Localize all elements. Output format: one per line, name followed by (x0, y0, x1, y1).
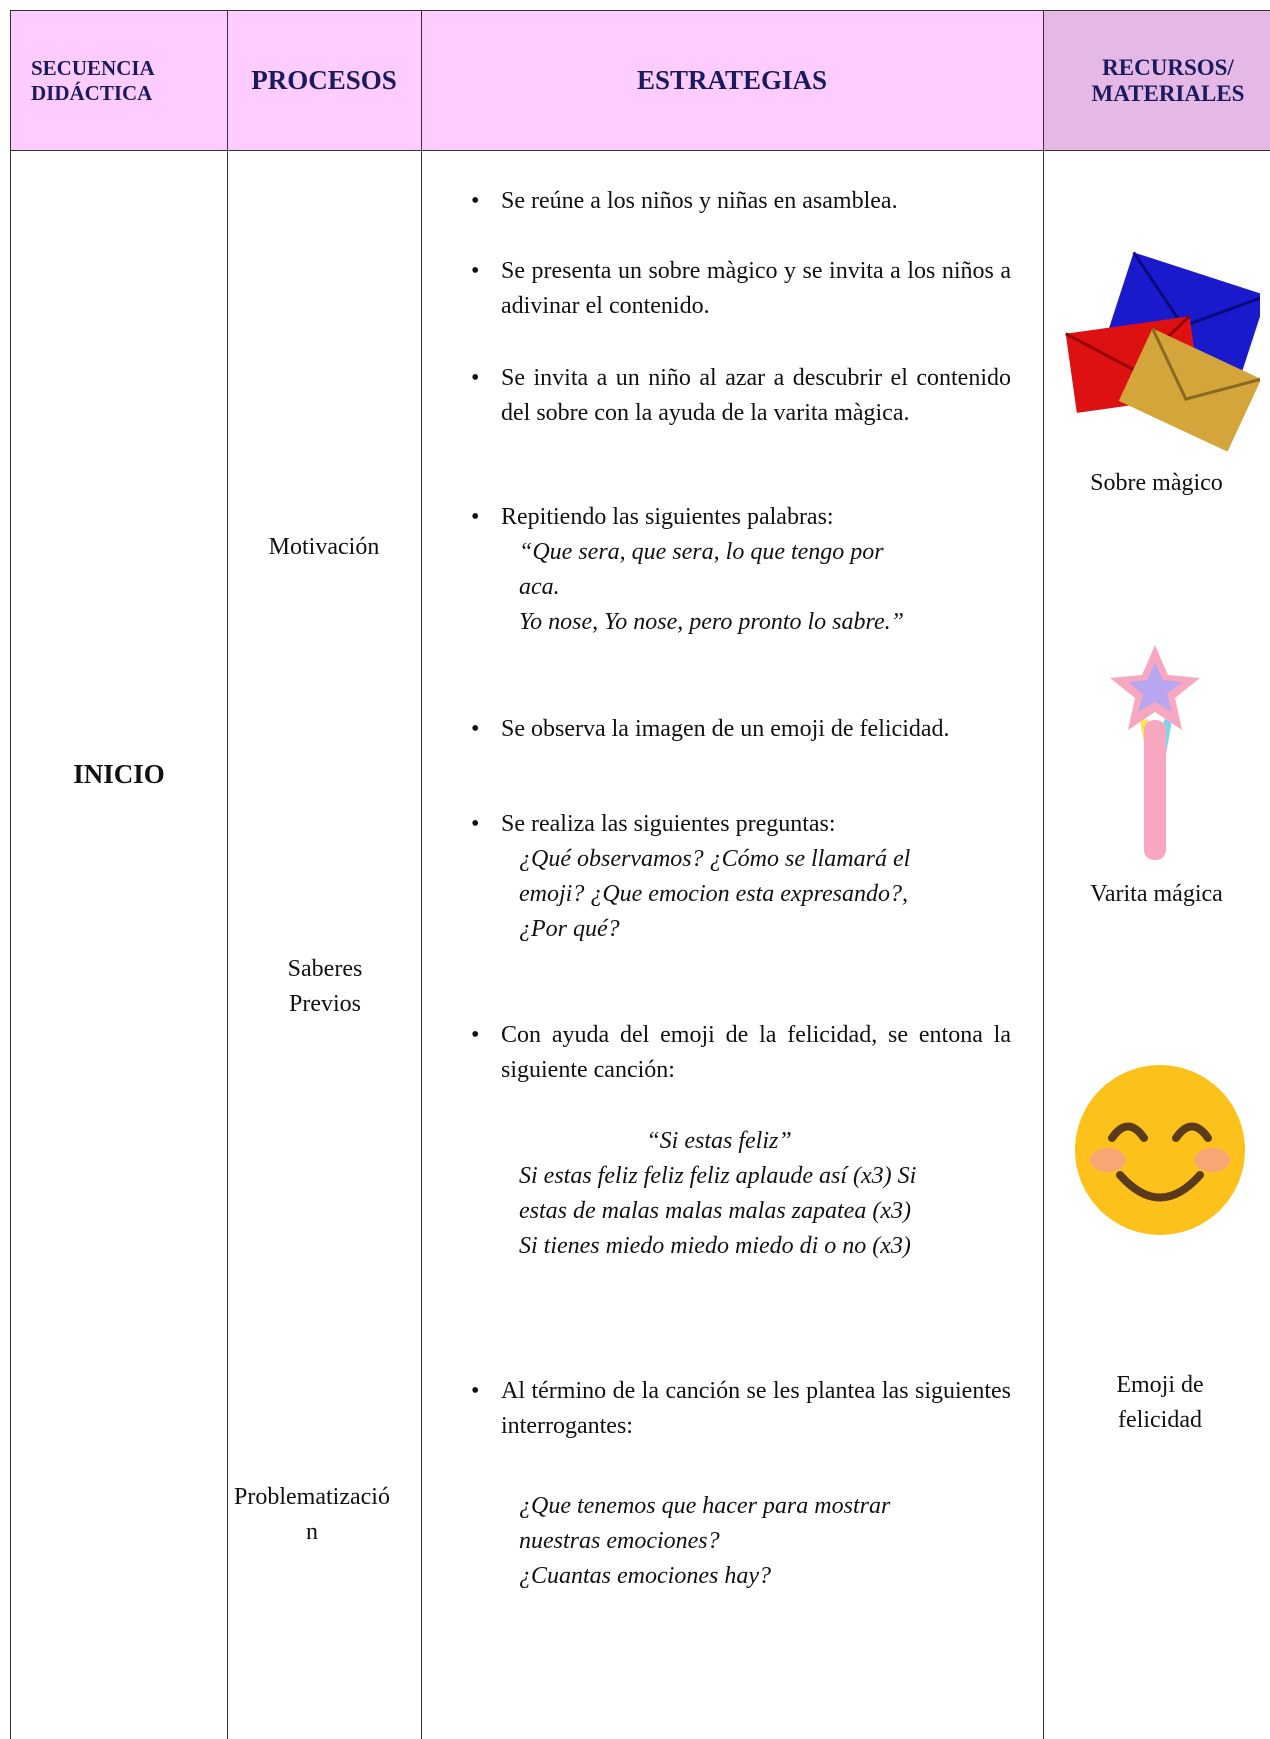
quote-line: ¿Cuantas emociones hay? (519, 1563, 771, 1589)
bullet: • (471, 188, 480, 214)
quote-line: “Que sera, que sera, lo que tengo por ac… (519, 539, 884, 600)
header-cell: SECUENCIA DIDÁCTICA (31, 55, 154, 105)
process: Problematización (234, 1484, 390, 1545)
emoji-image (1075, 1065, 1245, 1235)
border (421, 10, 422, 1739)
stage: INICIO (73, 759, 165, 789)
strategy-item: • Con ayuda del emoji de la felicidad, se… (471, 1018, 1011, 1264)
strategy-text: Repitiendo las siguientes palabras: (501, 504, 834, 530)
resource-label: Emoji de felicidad (1116, 1372, 1204, 1433)
strategy-item: • Se reúne a los niños y niñas en asamble… (471, 184, 1011, 219)
bullet: • (471, 504, 480, 530)
quote-line: ¿Que tenemos que hacer para mostrar nues… (519, 1493, 891, 1554)
header-cell: PROCESOS (251, 65, 397, 95)
envelopes-image (1065, 251, 1260, 452)
strategy-text: Con ayuda del emoji de la felicidad, se … (501, 1022, 1011, 1083)
border (227, 10, 228, 1739)
header-bg-last (1043, 10, 1270, 150)
strategy-text: Se realiza las siguientes preguntas: (501, 811, 836, 837)
quote-line: Yo nose, Yo nose, pero pronto lo sabre.” (519, 609, 904, 635)
bullet: • (471, 811, 480, 837)
strategy-item: • Repitiendo las siguientes palabras: “Que… (471, 500, 1011, 640)
strategy-item: • Se realiza las siguientes preguntas: ¿Qu… (471, 807, 1011, 947)
header-bg (11, 10, 1043, 150)
header-cell: ESTRATEGIAS (636, 65, 828, 95)
border (11, 150, 1270, 151)
strategy-text: Se reúne a los niños y niñas en asamblea… (501, 188, 898, 214)
wand-image (1110, 645, 1200, 860)
strategy-item: • Al término de la canción se les plantea… (471, 1374, 1011, 1594)
bullet: • (471, 1022, 480, 1048)
strategy-item: • Se invita a un niño al azar a descubrir… (471, 361, 1011, 431)
process: Saberes Previos (287, 956, 363, 1017)
strategy-text: Al término de la canción se les plantea … (501, 1378, 1011, 1439)
quote-line: ¿Qué observamos? ¿Cómo se llamará el emo… (519, 846, 911, 942)
border (11, 10, 1270, 11)
resource-label: Varita mágica (1090, 881, 1223, 907)
bullet: • (471, 1378, 480, 1404)
strategy-text: Se observa la imagen de un emoji de feli… (501, 716, 950, 742)
process: Motivación (268, 534, 380, 560)
resource-label: Sobre màgico (1090, 470, 1223, 496)
bullet: • (471, 716, 480, 742)
header-cell: RECURSOS/ MATERIALES (1091, 54, 1245, 106)
strategy-item: • Se presenta un sobre màgico y se invita… (471, 254, 1011, 324)
border (1043, 10, 1044, 1739)
strategy-text: Se presenta un sobre màgico y se invita … (501, 258, 1011, 319)
bullet: • (471, 365, 480, 391)
bullet: • (471, 258, 480, 284)
quote-line: Si estas feliz feliz feliz aplaude así (… (519, 1163, 917, 1259)
border (10, 10, 11, 1739)
quote-title: “Si estas feliz” (646, 1128, 792, 1154)
strategy-item: • Se observa la imagen de un emoji de fel… (471, 712, 1011, 747)
strategy-text: Se invita a un niño al azar a descubrir … (501, 365, 1011, 426)
